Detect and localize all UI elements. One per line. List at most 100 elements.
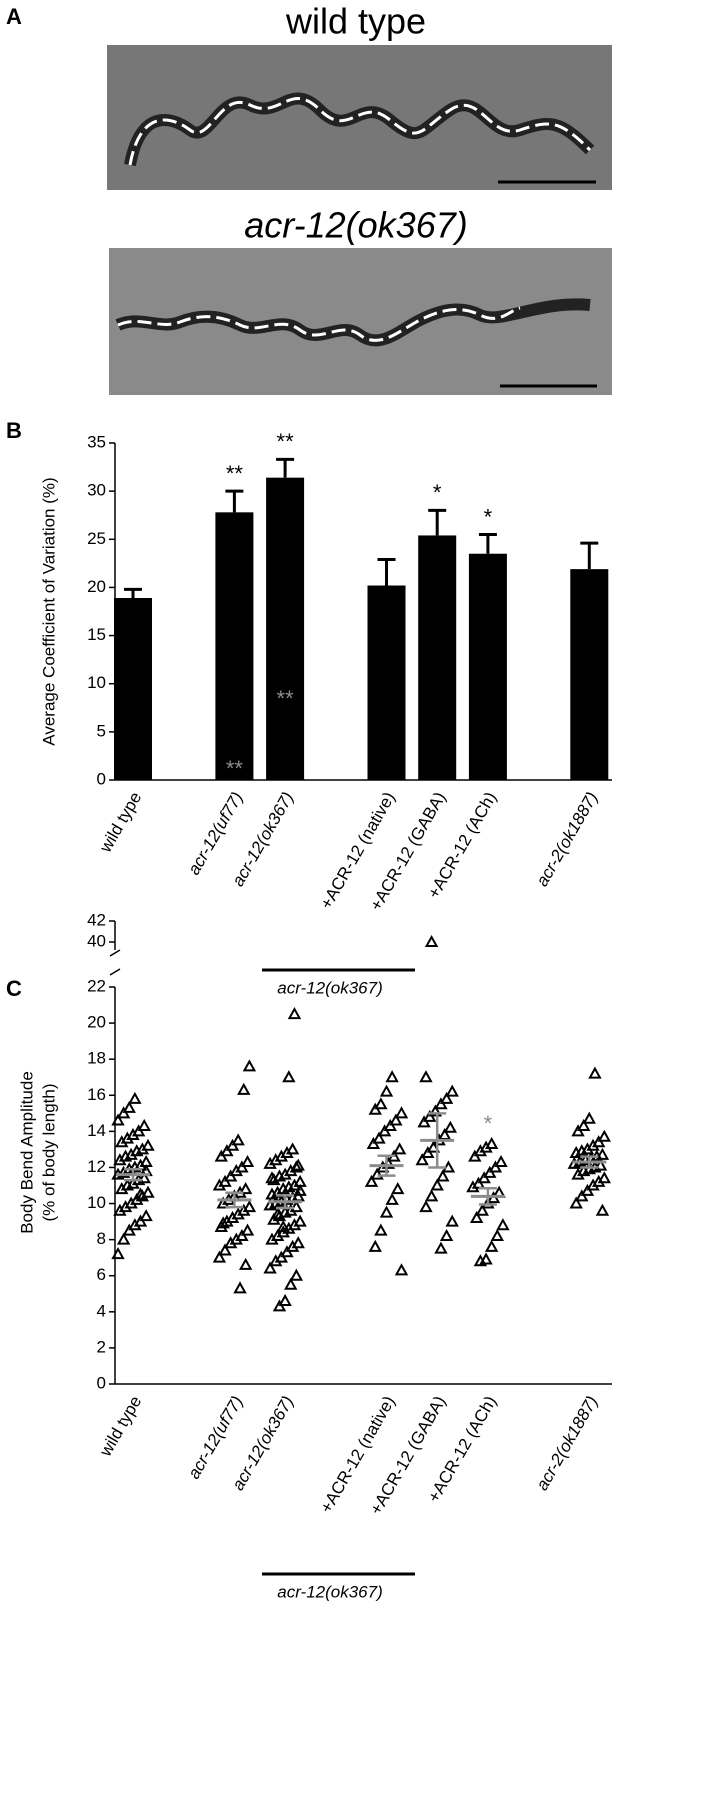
data-point [394, 1106, 409, 1119]
data-point [439, 1228, 454, 1242]
data-point [116, 1232, 131, 1245]
panel-label: A [6, 4, 22, 29]
sem-bar [276, 1194, 295, 1210]
sem-bar [428, 1112, 447, 1169]
group-label: acr-12(ok367) [277, 1582, 383, 1601]
y-tick-label: 8 [97, 1229, 106, 1248]
y-axis-label: (% of body length) [39, 1084, 58, 1222]
data-point [287, 1007, 302, 1020]
data-point [434, 1241, 448, 1254]
data-point [122, 1100, 136, 1113]
bar [114, 598, 152, 780]
data-point [291, 1158, 305, 1171]
data-point [372, 1131, 386, 1144]
data-point [282, 1070, 296, 1083]
data-point [242, 1059, 257, 1072]
error-bar [225, 489, 244, 513]
data-point [389, 1113, 403, 1126]
y-axis-label: Average Coefficient of Variation (%) [39, 477, 58, 745]
error-bar [377, 558, 396, 586]
sem-bar [225, 1191, 244, 1209]
bar [215, 512, 254, 780]
data-point [469, 1210, 484, 1223]
data-point [370, 1167, 384, 1180]
data-point [597, 1171, 611, 1184]
data-point [424, 1189, 439, 1202]
data-point [238, 1182, 253, 1195]
data-point [419, 1200, 433, 1213]
y-tick-label: 35 [87, 432, 106, 451]
data-point [139, 1209, 153, 1222]
data-point [379, 1084, 394, 1097]
data-point [289, 1200, 304, 1213]
data-point [111, 1247, 125, 1260]
bar [570, 569, 609, 780]
data-point [141, 1138, 155, 1151]
data-point [436, 1169, 450, 1182]
data-point [496, 1218, 510, 1231]
y-tick-label: 0 [97, 1373, 106, 1392]
data-point [276, 1219, 290, 1232]
y-tick-label: 30 [87, 481, 106, 500]
y-tick-label: 25 [87, 529, 106, 548]
data-point [233, 1281, 247, 1294]
data-point [216, 1216, 230, 1229]
y-axis-label: Body Bend Amplitude [17, 1071, 36, 1234]
data-point [595, 1147, 610, 1160]
y-tick-label: 10 [87, 1193, 106, 1212]
y-tick-label: 20 [87, 1013, 106, 1032]
data-point [445, 1084, 459, 1097]
panel-label: B [6, 418, 22, 443]
data-point [475, 1203, 489, 1216]
data-point [128, 1091, 142, 1104]
data-point [242, 1200, 257, 1213]
data-point [593, 1158, 608, 1171]
data-point [597, 1129, 611, 1142]
data-point [374, 1097, 388, 1110]
data-point [430, 1178, 444, 1191]
group-label: acr-12(ok367) [277, 978, 383, 997]
data-point [265, 1171, 279, 1184]
y-tick-label: 0 [97, 769, 106, 788]
data-point [240, 1154, 255, 1168]
error-bar [580, 541, 599, 570]
data-point [111, 1113, 125, 1126]
data-point [137, 1118, 151, 1131]
panel-label: C [6, 976, 22, 1001]
bar [468, 553, 507, 780]
x-tick-label: wild type [95, 1393, 145, 1461]
data-point [270, 1207, 285, 1220]
y-tick-label: 2 [97, 1337, 106, 1356]
error-bar [478, 532, 497, 554]
data-point [392, 1142, 407, 1155]
data-point [231, 1133, 245, 1146]
data-point [415, 1153, 429, 1166]
data-point [284, 1277, 298, 1290]
data-point [424, 934, 439, 947]
sem-bar [124, 1168, 142, 1182]
data-point [368, 1239, 382, 1252]
x-tick-label: wild type [95, 789, 145, 857]
data-point [582, 1111, 596, 1124]
y-tick-label: 18 [87, 1049, 106, 1068]
data-point [490, 1228, 504, 1242]
data-point [141, 1185, 155, 1198]
error-bar [276, 457, 295, 478]
data-point [137, 1171, 151, 1184]
data-point [240, 1223, 255, 1236]
axis-break [109, 949, 121, 976]
data-point [278, 1293, 292, 1306]
y-tick-label: 6 [97, 1265, 106, 1284]
data-point [443, 1120, 458, 1133]
data-point [445, 1214, 459, 1227]
data-point [379, 1205, 394, 1218]
data-point [479, 1252, 493, 1265]
data-point [293, 1214, 307, 1227]
y-tick-label: 14 [87, 1121, 106, 1140]
significance: ** [277, 686, 295, 711]
significance: * [484, 1111, 493, 1136]
data-point [385, 1192, 399, 1205]
significance: ** [226, 756, 244, 781]
sem-bar [580, 1155, 599, 1169]
